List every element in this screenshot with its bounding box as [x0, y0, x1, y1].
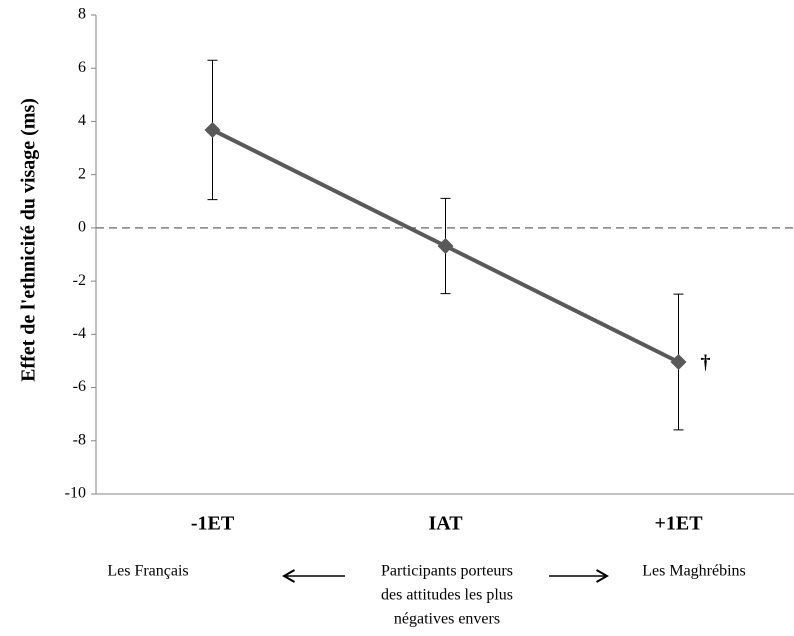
- annotation: Participants porteurs: [381, 563, 513, 580]
- x-tick-label: IAT: [428, 513, 463, 535]
- y-tick-label: 2: [78, 165, 86, 182]
- marker: [437, 237, 454, 254]
- y-tick-label: -4: [73, 325, 86, 342]
- y-tick-label: 6: [78, 59, 86, 76]
- x-tick-label: -1ET: [191, 513, 235, 535]
- y-tick-label: 4: [78, 112, 86, 129]
- y-tick-label: -2: [73, 272, 86, 289]
- y-axis-label: Effet de l'ethnicité du visage (ms): [18, 98, 40, 382]
- y-tick-label: -10: [65, 485, 86, 502]
- y-tick-label: 0: [78, 219, 86, 236]
- marker: [670, 354, 687, 371]
- significance-marker: †: [701, 352, 711, 374]
- y-tick-label: 8: [78, 6, 86, 23]
- annotation: des attitudes les plus: [381, 587, 513, 604]
- y-tick-label: -8: [73, 431, 86, 448]
- annotation: négatives envers: [394, 611, 500, 628]
- annotation: Les Français: [107, 563, 188, 580]
- annotation: Les Maghrébins: [642, 563, 746, 580]
- marker: [204, 121, 221, 138]
- x-tick-label: +1ET: [654, 513, 703, 535]
- y-tick-label: -6: [73, 378, 86, 395]
